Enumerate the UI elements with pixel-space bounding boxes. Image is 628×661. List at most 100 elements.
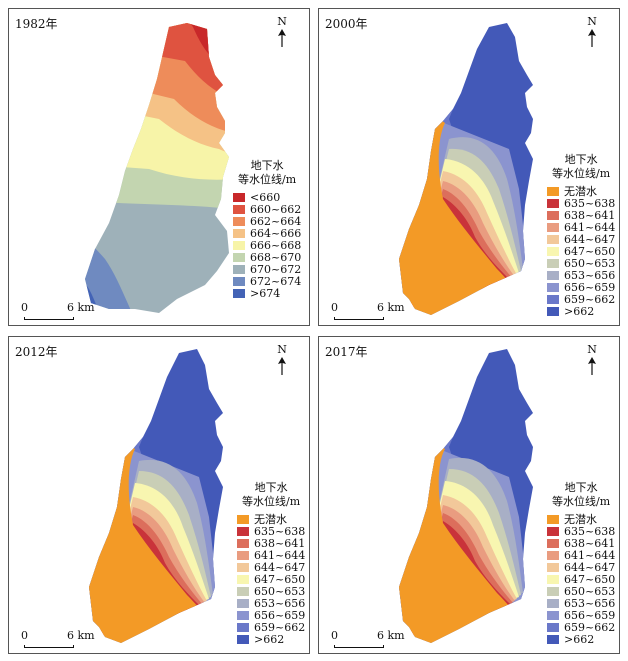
legend-swatch: [547, 258, 559, 268]
legend-item: 664~666: [233, 227, 301, 239]
scale-bar: 0 6 km: [21, 625, 95, 649]
legend-swatch: [547, 574, 559, 584]
legend-swatch: [547, 514, 559, 524]
legend-swatch: [547, 210, 559, 220]
scale-bar-line: [334, 317, 384, 320]
legend-item-label: 635~638: [564, 524, 616, 538]
north-label: N: [587, 15, 597, 28]
north-arrow-icon: [278, 29, 286, 47]
legend-swatch: [547, 186, 559, 196]
legend-item: 641~644: [547, 221, 615, 233]
legend-item-label: 641~644: [254, 548, 306, 562]
legend-item-label: 660~662: [250, 202, 302, 216]
legend-swatch: [237, 598, 249, 608]
legend-item: 653~656: [547, 597, 615, 609]
legend-item: 635~638: [547, 525, 615, 537]
north-arrow: N: [275, 343, 289, 375]
legend-item-label: 653~656: [564, 596, 616, 610]
map-year-label: 1982年: [15, 17, 58, 31]
legend-item: >662: [547, 633, 615, 645]
legend-title-line-1: 地下水: [250, 159, 284, 172]
legend-title-line-1: 地下水: [564, 481, 598, 494]
legend-swatch: [547, 306, 559, 316]
legend-item: 670~672: [233, 263, 301, 275]
legend-item-label: 653~656: [564, 268, 616, 282]
legend-item: 647~650: [547, 245, 615, 257]
scale-bar-line: [334, 645, 384, 648]
legend-swatch: [237, 550, 249, 560]
map-year-label: 2000年: [325, 17, 368, 31]
legend-item-label: >662: [564, 632, 595, 646]
legend-swatch: [237, 586, 249, 596]
legend-item: >662: [547, 305, 615, 317]
groundwater-map-2000: [399, 23, 533, 315]
legend-swatch: [237, 514, 249, 524]
legend-swatch: [547, 282, 559, 292]
legend-title-line-2: 等水位线/m: [552, 167, 611, 180]
legend-item-label: 650~653: [254, 584, 306, 598]
legend-swatch: [237, 574, 249, 584]
legend-item: 644~647: [547, 561, 615, 573]
groundwater-map-1982: [85, 23, 229, 313]
legend-item: 无潜水: [547, 513, 615, 525]
legend-item-label: 659~662: [254, 620, 306, 634]
legend-swatch: [547, 562, 559, 572]
legend-item-label: 670~672: [250, 262, 302, 276]
scale-zero-label: 0: [331, 629, 338, 642]
legend-item-label: 638~641: [564, 208, 616, 222]
legend-item-label: 无潜水: [564, 512, 597, 526]
legend-item-label: 644~647: [564, 560, 616, 574]
legend-item: 638~641: [547, 537, 615, 549]
legend-item-label: >662: [254, 632, 285, 646]
map-legend: 地下水 等水位线/m 无潜水 635~638 638~641 641~644 644~6…: [547, 153, 615, 317]
legend-item: 638~641: [237, 537, 305, 549]
scale-zero-label: 0: [21, 629, 28, 642]
legend-item: 650~653: [547, 257, 615, 269]
legend-swatch: [547, 234, 559, 244]
legend-item-label: 647~650: [564, 572, 616, 586]
scale-bar-line: [24, 317, 74, 320]
map-panel-2012: 2012年 N 地下水 等水位线/m 无潜水 635~638 638~641 641~…: [8, 336, 310, 654]
legend-item-label: 647~650: [564, 244, 616, 258]
legend-item-label: 668~670: [250, 250, 302, 264]
legend-item: 656~659: [547, 609, 615, 621]
north-arrow: N: [275, 15, 289, 47]
legend-item: 641~644: [237, 549, 305, 561]
legend-item: 无潜水: [547, 185, 615, 197]
legend-item: 638~641: [547, 209, 615, 221]
legend-swatch: [547, 586, 559, 596]
legend-swatch: [233, 192, 245, 202]
legend-swatch: [233, 252, 245, 262]
north-arrow-icon: [278, 357, 286, 375]
groundwater-map-2017: [399, 349, 533, 643]
legend-item-label: 659~662: [564, 292, 616, 306]
north-arrow: N: [585, 343, 599, 375]
legend-swatch: [547, 198, 559, 208]
legend-item: 644~647: [237, 561, 305, 573]
groundwater-map-2012: [89, 349, 223, 643]
legend-item-label: 635~638: [254, 524, 306, 538]
legend-item: 635~638: [237, 525, 305, 537]
legend-title-line-2: 等水位线/m: [238, 173, 297, 186]
north-arrow: N: [585, 15, 599, 47]
scale-bar: 0 6 km: [331, 297, 405, 321]
legend-swatch: [233, 228, 245, 238]
legend-swatch: [233, 204, 245, 214]
legend-item-label: 664~666: [250, 226, 302, 240]
legend-swatch: [547, 610, 559, 620]
legend-item-label: 638~641: [254, 536, 306, 550]
legend-item: 650~653: [237, 585, 305, 597]
legend-item-label: 644~647: [254, 560, 306, 574]
legend-swatch: [237, 622, 249, 632]
legend-item-label: 672~674: [250, 274, 302, 288]
legend-item: 635~638: [547, 197, 615, 209]
legend-item: 659~662: [237, 621, 305, 633]
legend-item-label: 638~641: [564, 536, 616, 550]
legend-item: 656~659: [237, 609, 305, 621]
scale-zero-label: 0: [21, 301, 28, 314]
map-legend: 地下水 等水位线/m 无潜水 635~638 638~641 641~644 644~6…: [237, 481, 305, 645]
map-legend: 地下水 等水位线/m 无潜水 635~638 638~641 641~644 644~6…: [547, 481, 615, 645]
legend-item: 662~664: [233, 215, 301, 227]
legend-swatch: [547, 270, 559, 280]
legend-item-label: 666~668: [250, 238, 302, 252]
